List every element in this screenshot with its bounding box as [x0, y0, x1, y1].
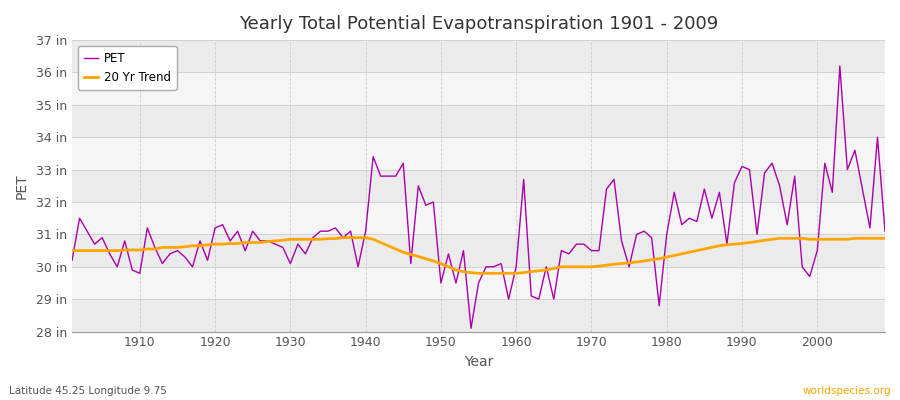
PET [127, 268, 138, 272]
Bar [72, 40, 885, 72]
20 Yr Trend [518, 270, 529, 275]
20 Yr Trend [526, 269, 536, 274]
PET [465, 326, 476, 331]
PET [511, 264, 522, 269]
X-axis label: Year: Year [464, 355, 493, 369]
Y-axis label: PET: PET [15, 173, 29, 199]
PET [608, 177, 619, 182]
Bar [72, 267, 885, 299]
Line: PET: PET [72, 66, 885, 328]
20 Yr Trend [338, 235, 348, 240]
Bar [72, 234, 885, 267]
PET [518, 177, 529, 182]
Title: Yearly Total Potential Evapotranspiration 1901 - 2009: Yearly Total Potential Evapotranspiratio… [238, 15, 718, 33]
Bar [72, 202, 885, 234]
Legend: PET, 20 Yr Trend: PET, 20 Yr Trend [78, 46, 176, 90]
Text: worldspecies.org: worldspecies.org [803, 386, 891, 396]
Bar [72, 137, 885, 170]
20 Yr Trend [127, 248, 138, 252]
PET [879, 229, 890, 234]
Line: 20 Yr Trend: 20 Yr Trend [72, 238, 885, 273]
Bar [72, 72, 885, 105]
PET [338, 235, 348, 240]
20 Yr Trend [346, 235, 356, 240]
20 Yr Trend [616, 261, 627, 266]
20 Yr Trend [473, 271, 484, 276]
20 Yr Trend [67, 248, 77, 253]
20 Yr Trend [879, 236, 890, 241]
PET [67, 258, 77, 263]
Text: Latitude 45.25 Longitude 9.75: Latitude 45.25 Longitude 9.75 [9, 386, 166, 396]
Bar [72, 105, 885, 137]
20 Yr Trend [292, 237, 303, 242]
PET [834, 64, 845, 68]
PET [292, 242, 303, 246]
Bar [72, 299, 885, 332]
Bar [72, 170, 885, 202]
